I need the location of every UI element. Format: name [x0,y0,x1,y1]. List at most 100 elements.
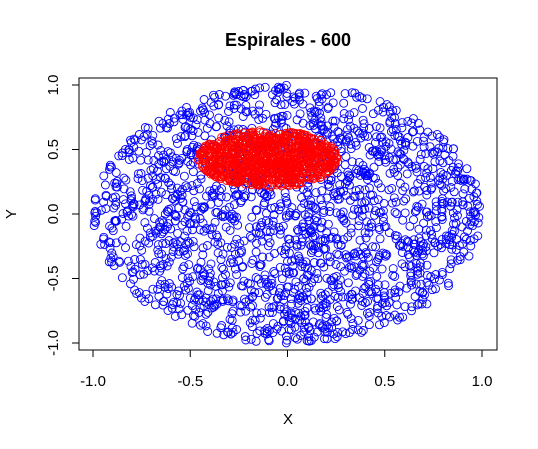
data-point [430,249,438,257]
data-point [213,123,221,131]
data-point [174,140,182,148]
data-point [151,301,159,309]
data-point [218,263,226,271]
data-point [278,275,286,283]
data-point [180,263,188,271]
data-point [399,216,407,224]
x-axis-label: X [283,411,293,428]
data-point [111,193,119,201]
data-point [402,195,410,203]
data-point [403,170,411,178]
data-point [149,131,157,139]
data-point [203,124,211,132]
x-tick-label: 1.0 [472,373,493,390]
data-point [349,211,357,219]
data-point [286,240,294,248]
data-point [122,244,130,252]
data-point [374,179,382,187]
y-tick-label: 0.5 [45,139,62,160]
data-point [201,132,209,140]
data-point [190,198,198,206]
data-point [288,204,296,212]
data-point [200,96,208,104]
data-point [375,321,383,329]
data-point [205,265,213,273]
data-point [380,199,388,207]
data-point [305,283,313,291]
data-point [146,142,154,150]
data-point [410,216,418,224]
series-1-points [90,81,483,347]
data-point [340,115,348,123]
data-point [415,225,423,233]
data-point [252,337,260,345]
data-point [167,253,175,261]
data-point [122,176,130,184]
data-point [223,193,231,201]
data-point [120,174,128,182]
data-point [204,328,212,336]
data-point [467,242,475,250]
data-point [465,252,473,260]
y-tick-label: -0.5 [45,266,62,292]
x-tick-label: -1.0 [80,373,106,390]
data-point [423,191,431,199]
data-point [100,172,108,180]
data-point [446,265,454,273]
data-point [233,271,241,279]
data-point [342,153,350,161]
data-point [404,134,412,142]
data-point [178,221,186,229]
data-point [323,229,331,237]
data-point [450,145,458,153]
data-point [135,131,143,139]
data-point [391,273,399,281]
x-tick-label: -0.5 [177,373,203,390]
data-point [401,209,409,217]
x-tick-label: 0.0 [277,373,298,390]
data-point [440,187,448,195]
data-point [347,224,355,232]
data-point [136,256,144,264]
data-point [292,334,300,342]
data-point [217,256,225,264]
data-point [359,105,367,113]
x-tick-label: 0.5 [374,373,395,390]
data-point [361,270,369,278]
data-point [129,212,137,220]
data-point [463,165,471,173]
data-point [263,209,271,217]
y-tick-label: -1.0 [45,330,62,356]
data-point [355,222,363,230]
data-point [363,218,371,226]
data-point [370,163,378,171]
y-tick-label: 1.0 [45,75,62,96]
data-point [162,191,170,199]
data-point [394,172,402,180]
data-points [90,81,483,347]
y-axis: -1.0 -0.5 0.0 0.5 1.0 [45,75,79,356]
y-tick-label: 0.0 [45,204,62,225]
x-axis: -1.0 -0.5 0.0 0.5 1.0 [80,350,492,390]
data-point [118,274,126,282]
data-point [411,293,419,301]
data-point [206,111,214,119]
data-point [385,186,393,194]
data-point [415,187,423,195]
data-point [448,177,456,185]
data-point [246,232,254,240]
data-point [215,101,223,109]
data-point [248,234,256,242]
data-point [369,264,377,272]
data-point [207,260,215,268]
data-point [391,208,399,216]
data-point [458,223,466,231]
data-point [377,184,385,192]
data-point [137,156,145,164]
data-point [188,182,196,190]
chart-title: Espirales - 600 [225,30,351,50]
data-point [172,135,180,143]
y-axis-label: Y [3,209,20,219]
data-point [101,181,109,189]
